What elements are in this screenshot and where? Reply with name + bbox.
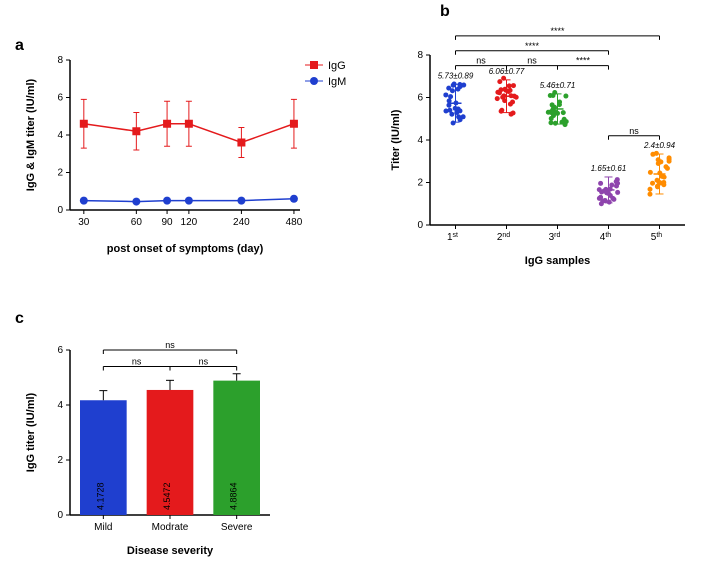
svg-text:1.65±0.61: 1.65±0.61	[591, 164, 627, 173]
svg-text:IgG samples: IgG samples	[525, 255, 590, 267]
svg-text:IgM: IgM	[328, 76, 346, 88]
svg-text:****: ****	[550, 26, 565, 36]
svg-text:5.46±0.71: 5.46±0.71	[540, 81, 576, 90]
svg-text:4: 4	[57, 130, 63, 141]
svg-text:0: 0	[57, 205, 63, 216]
svg-text:Severe: Severe	[221, 522, 253, 533]
svg-text:2: 2	[417, 178, 423, 189]
svg-text:4.1728: 4.1728	[95, 482, 105, 510]
svg-text:post onset of symptoms (day): post onset of symptoms (day)	[107, 243, 264, 255]
svg-text:480: 480	[286, 217, 303, 228]
svg-text:6: 6	[417, 93, 423, 104]
svg-text:IgG titer (IU/ml): IgG titer (IU/ml)	[25, 392, 37, 472]
svg-text:IgG & IgM titer (IU/ml): IgG & IgM titer (IU/ml)	[25, 78, 37, 191]
svg-text:ns: ns	[165, 340, 175, 350]
svg-text:2.4±0.94: 2.4±0.94	[643, 141, 676, 150]
svg-text:4: 4	[417, 135, 423, 146]
chart-c: 0 2 4 6 Mild 4.1728 Modrate 4.5472 Severe 4.8864 n…	[20, 320, 280, 560]
svg-text:4.8864: 4.8864	[229, 482, 239, 510]
svg-text:6: 6	[57, 93, 63, 104]
svg-text:2: 2	[57, 168, 63, 179]
svg-text:0: 0	[417, 220, 423, 231]
svg-text:8: 8	[57, 55, 63, 66]
svg-text:Disease severity: Disease severity	[127, 545, 214, 557]
svg-text:ns: ns	[527, 56, 537, 66]
svg-text:ns: ns	[132, 357, 142, 367]
svg-text:5.73±0.89: 5.73±0.89	[438, 71, 474, 80]
svg-text:IgG: IgG	[328, 60, 346, 72]
svg-text:60: 60	[131, 217, 143, 228]
svg-text:30: 30	[78, 217, 90, 228]
svg-text:****: ****	[576, 56, 591, 66]
chart-a: 0 2 4 6 8 30 60 90 120 240 480 post onset of sympto…	[20, 40, 370, 260]
svg-text:6: 6	[57, 345, 63, 356]
svg-text:5th: 5th	[651, 232, 663, 243]
svg-text:ns: ns	[199, 357, 209, 367]
svg-text:4.5472: 4.5472	[162, 482, 172, 510]
svg-text:Mild: Mild	[94, 522, 112, 533]
chart-b: 024681st5.73±0.892nd6.06±0.773rd5.46±0.7…	[385, 10, 695, 270]
svg-text:1st: 1st	[447, 232, 458, 243]
svg-text:ns: ns	[629, 126, 639, 136]
svg-text:2: 2	[57, 455, 63, 466]
svg-text:3rd: 3rd	[549, 232, 561, 243]
svg-text:ns: ns	[476, 56, 486, 66]
svg-text:Titer (IU/ml): Titer (IU/ml)	[390, 109, 402, 170]
svg-text:2nd: 2nd	[497, 232, 510, 243]
svg-text:120: 120	[181, 217, 198, 228]
svg-text:8: 8	[417, 50, 423, 61]
svg-text:0: 0	[57, 510, 63, 521]
svg-text:4: 4	[57, 400, 63, 411]
svg-text:Modrate: Modrate	[152, 522, 189, 533]
svg-text:4th: 4th	[600, 232, 612, 243]
svg-text:240: 240	[233, 217, 250, 228]
svg-text:****: ****	[525, 41, 540, 51]
svg-text:90: 90	[162, 217, 174, 228]
